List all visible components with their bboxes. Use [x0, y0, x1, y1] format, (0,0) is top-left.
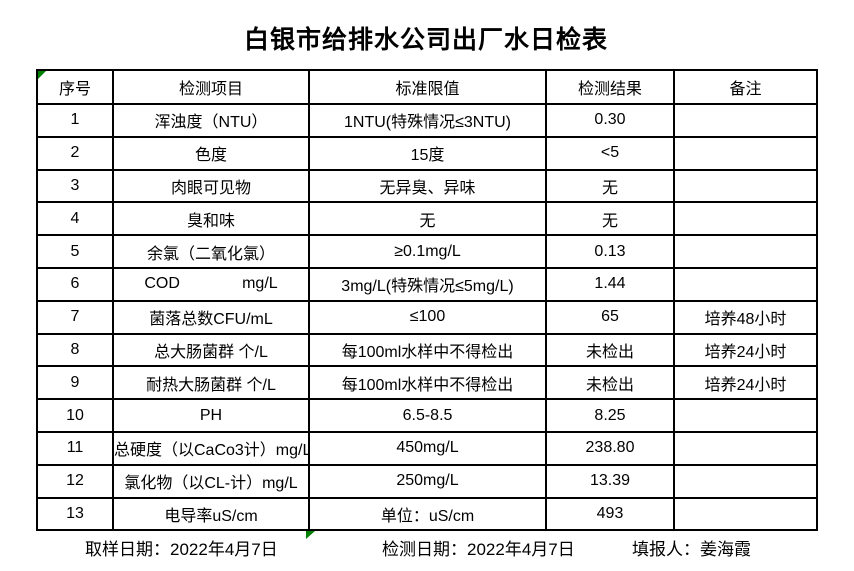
inspection-table: 序号 检测项目 标准限值 检测结果 备注 1 浑浊度（NTU） 1NTU(特殊情况≤…	[36, 69, 818, 532]
table-row: 9 耐热大肠菌群 个/L 每100ml水样中不得检出 未检出 培养24小时	[36, 365, 818, 401]
cell-bottom-flag-icon	[306, 531, 315, 539]
item-cell[interactable]: 色度	[112, 135, 310, 171]
table-row: 12 氯化物（以CL-计）mg/L 250mg/L 13.39	[36, 463, 818, 499]
remark-cell[interactable]	[673, 463, 818, 499]
table-header-row: 序号 检测项目 标准限值 检测结果 备注	[36, 69, 818, 105]
remark-cell[interactable]	[673, 266, 818, 302]
result-cell[interactable]: 65	[545, 299, 675, 335]
inspection-table-body: 1 浑浊度（NTU） 1NTU(特殊情况≤3NTU) 0.30 2 色度 15度 <5 3 肉眼可…	[36, 103, 818, 532]
limit-cell[interactable]: 6.5-8.5	[308, 398, 547, 433]
limit-cell[interactable]: 每100ml水样中不得检出	[308, 332, 547, 368]
table-row: 4 臭和味无无	[36, 201, 818, 237]
item-cell[interactable]: 菌落总数CFU/mL	[112, 299, 310, 335]
item-cell[interactable]: 余氯（二氧化氯）	[112, 234, 310, 269]
item-cell[interactable]: 浑浊度（NTU）	[112, 103, 310, 138]
table-row: 8 总大肠菌群 个/L 每100ml水样中不得检出 未检出 培养24小时	[36, 332, 818, 368]
remark-cell[interactable]	[673, 398, 818, 433]
header-cell-number[interactable]: 序号	[36, 69, 114, 105]
remark-cell[interactable]: 培养24小时	[673, 365, 818, 401]
table-row: 7 菌落总数CFU/mL ≤100 65 培养48小时	[36, 299, 818, 335]
item-cell[interactable]: 氯化物（以CL-计）mg/L	[112, 463, 310, 499]
limit-cell[interactable]: 无异臭、异味	[308, 168, 547, 204]
limit-cell[interactable]: 15度	[308, 135, 547, 171]
table-row: 2 色度 15度 <5	[36, 135, 818, 171]
header-cell-limit[interactable]: 标准限值	[308, 69, 547, 105]
table-row: 3 肉眼可见物 无异臭、异味无	[36, 168, 818, 204]
limit-cell[interactable]: 每100ml水样中不得检出	[308, 365, 547, 401]
row-number-cell[interactable]: 12	[36, 463, 114, 499]
remark-cell[interactable]	[673, 103, 818, 138]
remark-cell[interactable]: 培养24小时	[673, 332, 818, 368]
table-row: 11 总硬度（以CaCo3计）mg/L 450mg/L 238.80	[36, 430, 818, 466]
result-cell[interactable]: 未检出	[545, 365, 675, 401]
header-cell-item[interactable]: 检测项目	[112, 69, 310, 105]
remark-cell[interactable]	[673, 430, 818, 466]
row-number-cell[interactable]: 2	[36, 135, 114, 171]
row-number-cell[interactable]: 7	[36, 299, 114, 335]
item-cell[interactable]: 臭和味	[112, 201, 310, 237]
row-number-cell[interactable]: 1	[36, 103, 114, 138]
item-cell[interactable]: COD mg/L	[112, 266, 310, 302]
remark-cell[interactable]: 培养48小时	[673, 299, 818, 335]
row-number-cell[interactable]: 6	[36, 266, 114, 302]
table-row: 13 电导率uS/cm 单位：uS/cm 493	[36, 496, 818, 532]
limit-cell[interactable]: 450mg/L	[308, 430, 547, 466]
table-row: 10 PH 6.5-8.5 8.25	[36, 398, 818, 433]
limit-cell[interactable]: 无	[308, 201, 547, 237]
item-cell[interactable]: 总硬度（以CaCo3计）mg/L	[112, 430, 310, 466]
item-cell[interactable]: 总大肠菌群 个/L	[112, 332, 310, 368]
result-cell[interactable]: 未检出	[545, 332, 675, 368]
row-number-cell[interactable]: 10	[36, 398, 114, 433]
sample-date-text: 取样日期：2022年4月7日	[85, 540, 278, 559]
item-cell[interactable]: 耐热大肠菌群 个/L	[112, 365, 310, 401]
row-number-cell[interactable]: 3	[36, 168, 114, 204]
row-number-cell[interactable]: 13	[36, 496, 114, 532]
cell-corner-flag-icon	[38, 71, 46, 79]
limit-cell[interactable]: 250mg/L	[308, 463, 547, 499]
result-cell[interactable]: 13.39	[545, 463, 675, 499]
reporter-text: 填报人：姜海霞	[632, 540, 751, 559]
remark-cell[interactable]	[673, 168, 818, 204]
limit-cell[interactable]: ≤100	[308, 299, 547, 335]
table-row: 6 COD mg/L 3mg/L(特殊情况≤5mg/L) 1.44	[36, 266, 818, 302]
remark-cell[interactable]	[673, 234, 818, 269]
limit-cell[interactable]: ≥0.1mg/L	[308, 234, 547, 269]
result-cell[interactable]: 238.80	[545, 430, 675, 466]
row-number-cell[interactable]: 9	[36, 365, 114, 401]
header-cell-remark[interactable]: 备注	[673, 69, 818, 105]
result-cell[interactable]: 8.25	[545, 398, 675, 433]
limit-cell[interactable]: 3mg/L(特殊情况≤5mg/L)	[308, 266, 547, 302]
table-row: 1 浑浊度（NTU） 1NTU(特殊情况≤3NTU) 0.30	[36, 103, 818, 138]
result-cell[interactable]: 493	[545, 496, 675, 532]
limit-cell[interactable]: 1NTU(特殊情况≤3NTU)	[308, 103, 547, 138]
row-number-cell[interactable]: 5	[36, 234, 114, 269]
remark-cell[interactable]	[673, 201, 818, 237]
page-title: 白银市给排水公司出厂水日检表	[243, 26, 608, 54]
remark-cell[interactable]	[673, 496, 818, 532]
header-cell-result[interactable]: 检测结果	[545, 69, 675, 105]
table-row: 5 余氯（二氧化氯） ≥0.1mg/L 0.13	[36, 234, 818, 269]
result-cell[interactable]: <5	[545, 135, 675, 171]
result-cell[interactable]: 无	[545, 201, 675, 237]
remark-cell[interactable]	[673, 135, 818, 171]
result-cell[interactable]: 0.13	[545, 234, 675, 269]
row-number-cell[interactable]: 8	[36, 332, 114, 368]
result-cell[interactable]: 0.30	[545, 103, 675, 138]
item-cell[interactable]: PH	[112, 398, 310, 433]
item-cell[interactable]: 肉眼可见物	[112, 168, 310, 204]
limit-cell[interactable]: 单位：uS/cm	[308, 496, 547, 532]
result-cell[interactable]: 无	[545, 168, 675, 204]
item-cell[interactable]: 电导率uS/cm	[112, 496, 310, 532]
result-cell[interactable]: 1.44	[545, 266, 675, 302]
test-date-text: 检测日期：2022年4月7日	[382, 540, 575, 559]
row-number-cell[interactable]: 4	[36, 201, 114, 237]
row-number-cell[interactable]: 11	[36, 430, 114, 466]
